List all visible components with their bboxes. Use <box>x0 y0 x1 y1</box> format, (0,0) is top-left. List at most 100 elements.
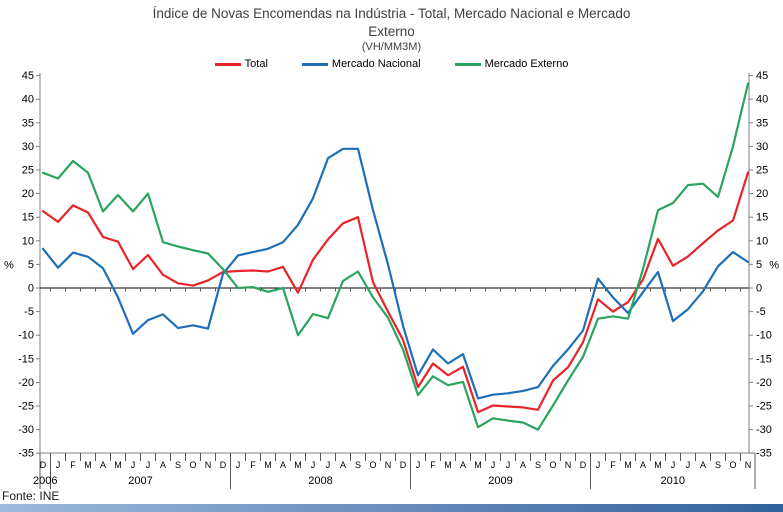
month-label: S <box>535 460 541 470</box>
y-tick-label-left: 20 <box>22 188 34 200</box>
year-label: 2007 <box>128 475 152 487</box>
month-label: J <box>416 460 421 470</box>
source-note: Fonte: INE <box>2 489 60 503</box>
series-line-mercado-externo <box>41 82 750 431</box>
y-tick-label-right: 15 <box>756 212 768 224</box>
chart-title-line1: Índice de Novas Encomendas na Indústria … <box>152 6 631 21</box>
month-label: A <box>460 460 466 470</box>
month-label: J <box>326 460 331 470</box>
y-tick-label-right: -10 <box>756 330 772 342</box>
y-tick-label-right: -35 <box>756 448 772 460</box>
month-label: M <box>114 460 122 470</box>
month-label: M <box>444 460 452 470</box>
legend-line-swatch-mercado-externo <box>454 62 481 66</box>
y-tick-label-left: -25 <box>18 401 34 413</box>
y-tick-label-right: 5 <box>756 259 762 271</box>
y-tick-label-right: 10 <box>756 235 768 247</box>
y-tick-label-left: 30 <box>22 141 34 153</box>
month-label: M <box>474 460 482 470</box>
y-tick-label-left: -20 <box>18 377 34 389</box>
legend-line-swatch-total <box>214 62 241 66</box>
chart-title: Índice de Novas Encomendas na Indústria … <box>0 5 783 41</box>
year-label: 2009 <box>488 475 512 487</box>
month-label: J <box>311 460 316 470</box>
y-tick-label-left: 45 <box>22 70 34 82</box>
month-label: M <box>84 460 92 470</box>
y-tick-label-right: 25 <box>756 165 768 177</box>
y-tick-label-right: -30 <box>756 424 772 436</box>
y-tick-label-left: 15 <box>22 212 34 224</box>
month-label: S <box>715 460 721 470</box>
series-line-total <box>41 171 750 414</box>
month-label: J <box>56 460 61 470</box>
chart-title-line2: Externo <box>368 24 415 39</box>
y-tick-label-left: 35 <box>22 117 34 129</box>
month-label: M <box>654 460 662 470</box>
legend-line-swatch-mercado-nacional <box>301 62 328 66</box>
month-label: J <box>596 460 601 470</box>
month-label: A <box>100 460 106 470</box>
month-label: D <box>220 460 227 470</box>
month-label: O <box>729 460 736 470</box>
month-label: F <box>250 460 256 470</box>
month-label: O <box>369 460 376 470</box>
month-label: J <box>131 460 136 470</box>
month-label: J <box>146 460 151 470</box>
y-tick-label-left: 10 <box>22 235 34 247</box>
y-tick-label-right: 20 <box>756 188 768 200</box>
legend-label-total: Total <box>244 58 268 70</box>
y-tick-label-right: 35 <box>756 117 768 129</box>
y-tick-label-right: -25 <box>756 401 772 413</box>
month-label: J <box>671 460 676 470</box>
month-label: J <box>686 460 691 470</box>
y-tick-label-right: 40 <box>756 94 768 106</box>
month-label: D <box>400 460 407 470</box>
chart-subtitle: (VH/MM3M) <box>361 41 422 53</box>
month-label: O <box>549 460 556 470</box>
y-tick-label-right: 30 <box>756 141 768 153</box>
month-label: J <box>506 460 511 470</box>
month-label: F <box>70 460 76 470</box>
legend-item-mercado-nacional: Mercado Nacional <box>301 58 421 70</box>
month-label: M <box>264 460 272 470</box>
month-label: A <box>640 460 646 470</box>
year-label: 2006 <box>33 475 57 487</box>
month-label: A <box>160 460 166 470</box>
month-label: A <box>280 460 286 470</box>
month-label: M <box>294 460 302 470</box>
legend-item-total: Total <box>214 58 268 70</box>
year-label: 2010 <box>661 475 685 487</box>
month-label: S <box>175 460 181 470</box>
month-label: N <box>565 460 572 470</box>
y-tick-label-left: 40 <box>22 94 34 106</box>
y-tick-label-right: -15 <box>756 353 772 365</box>
chart-legend: Total Mercado Nacional Mercado Externo <box>0 58 783 70</box>
month-label: J <box>491 460 496 470</box>
month-label: D <box>40 460 47 470</box>
month-label: M <box>624 460 632 470</box>
y-tick-label-left: -15 <box>18 353 34 365</box>
bottom-bar <box>0 504 783 512</box>
month-label: A <box>340 460 346 470</box>
month-label: O <box>189 460 196 470</box>
month-label: S <box>355 460 361 470</box>
legend-item-mercado-externo: Mercado Externo <box>454 58 569 70</box>
year-label: 2008 <box>308 475 332 487</box>
month-label: A <box>700 460 706 470</box>
month-label: A <box>520 460 526 470</box>
month-label: N <box>205 460 212 470</box>
y-tick-label-right: 0 <box>756 283 762 295</box>
y-tick-label-right: 45 <box>756 70 768 82</box>
y-tick-label-right: -5 <box>756 306 766 318</box>
legend-label-mercado-nacional: Mercado Nacional <box>331 58 421 70</box>
y-tick-label-left: -10 <box>18 330 34 342</box>
y-tick-label-right: -20 <box>756 377 772 389</box>
month-label: F <box>430 460 436 470</box>
month-label: F <box>610 460 616 470</box>
y-tick-label-left: -30 <box>18 424 34 436</box>
legend-label-mercado-externo: Mercado Externo <box>484 58 569 70</box>
y-tick-label-left: 5 <box>28 259 34 271</box>
y-axis-title-left: % <box>4 259 14 271</box>
y-axis-title-right: % <box>769 259 779 271</box>
